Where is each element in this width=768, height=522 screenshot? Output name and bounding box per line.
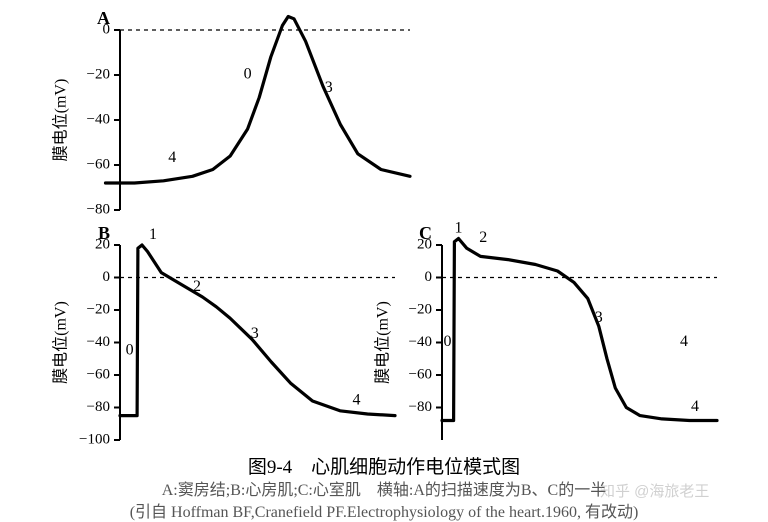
phase-label: 4	[168, 149, 176, 166]
ytick-label: −60	[87, 366, 110, 382]
ap-curve-C	[442, 239, 717, 421]
ytick-label: −80	[87, 201, 110, 217]
phase-label: 2	[479, 229, 487, 246]
panel-C: 200−20−40−60−80012344C膜电位(mV)	[374, 219, 717, 440]
ytick-label: −40	[87, 111, 110, 127]
phase-label: 4	[353, 392, 361, 409]
ytick-label: −20	[87, 301, 110, 317]
phase-label: 0	[444, 333, 452, 350]
ytick-label: −40	[87, 334, 110, 350]
panel-A: 0−20−40−60−80403A膜电位(mV)	[52, 8, 410, 217]
panel-label: B	[98, 223, 110, 243]
watermark-text: 知乎 @海旅老王	[600, 480, 709, 501]
phase-label: 1	[455, 219, 463, 236]
figure-title: 图9-4 心肌细胞动作电位模式图	[0, 452, 768, 479]
phase-label: 0	[126, 341, 134, 358]
figure-caption-line3: (引自 Hoffman BF,Cranefield PF.Electrophys…	[0, 498, 768, 522]
ytick-label: −20	[87, 66, 110, 82]
ytick-label: −60	[87, 156, 110, 172]
y-axis-label: 膜电位(mV)	[52, 301, 70, 384]
ytick-label: −20	[409, 301, 432, 317]
y-axis-label: 膜电位(mV)	[52, 79, 70, 162]
phase-label: 1	[149, 226, 157, 243]
ytick-label: −40	[409, 334, 432, 350]
ap-curve-A	[106, 17, 411, 184]
phase-label: 0	[244, 66, 252, 83]
phase-label: 3	[595, 309, 603, 326]
phase-label: 4	[691, 398, 699, 415]
ytick-label: −80	[87, 399, 110, 415]
panel-B: 200−20−40−60−80−10001234B膜电位(mV)	[52, 223, 395, 447]
y-axis-label: 膜电位(mV)	[374, 301, 392, 384]
ytick-label: 0	[425, 269, 433, 285]
panel-label: A	[97, 8, 110, 28]
ytick-label: −60	[409, 366, 432, 382]
phase-label: 4	[680, 333, 688, 350]
phase-label: 3	[325, 79, 333, 96]
ytick-label: −80	[409, 399, 432, 415]
phase-label: 3	[251, 325, 259, 342]
phase-label: 2	[193, 278, 201, 295]
action-potential-figure: 0 −20 −40 −60 −80 4 0 3 A 膜电位(mV) 2 0 0 −20 −40 −60 −80 −…	[0, 0, 768, 450]
panel-label: C	[419, 223, 432, 243]
ytick-label: −100	[79, 431, 110, 447]
ytick-label: 0	[103, 269, 111, 285]
